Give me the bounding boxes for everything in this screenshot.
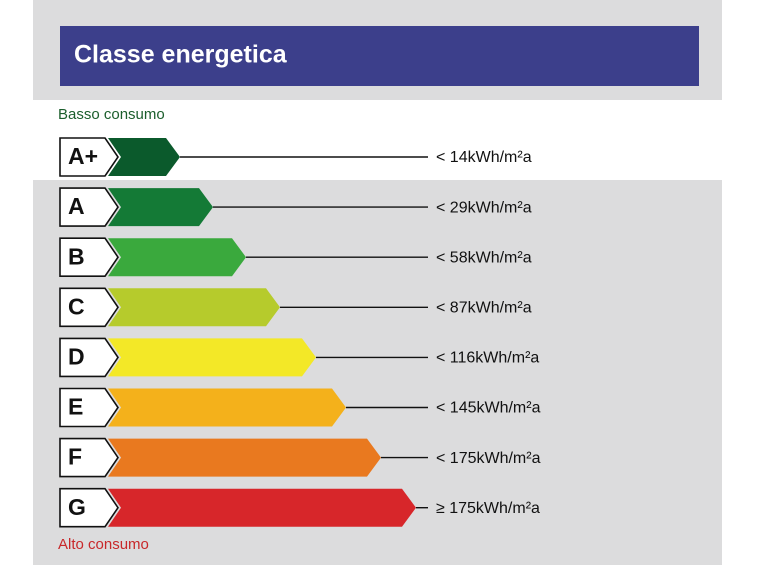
letter-box <box>59 387 119 428</box>
letter-box <box>59 187 119 227</box>
class-arrow <box>108 388 346 427</box>
threshold: < 14kWh/m²a <box>436 149 532 166</box>
class-arrow <box>108 438 381 477</box>
threshold: < 87kWh/m²a <box>436 300 532 317</box>
class-arrow <box>108 138 180 176</box>
class-letter: G <box>68 494 86 520</box>
class-letter: E <box>68 394 83 420</box>
class-letter: A+ <box>68 143 98 169</box>
class-letter: F <box>68 444 82 470</box>
threshold: < 58kWh/m²a <box>436 249 532 266</box>
class-letter: D <box>68 343 85 369</box>
letter-box <box>59 337 119 378</box>
threshold: < 145kWh/m²a <box>436 400 541 417</box>
threshold: < 116kWh/m²a <box>436 350 539 367</box>
title: Classe energetica <box>74 41 288 69</box>
threshold: < 29kWh/m²a <box>436 199 532 216</box>
letter-box <box>59 237 119 277</box>
class-letter: A <box>68 193 85 219</box>
class-letter: C <box>68 293 85 319</box>
class-arrow <box>108 238 246 277</box>
letter-box <box>59 487 119 528</box>
top-label: Basso consumo <box>58 106 165 123</box>
class-arrow <box>108 488 416 527</box>
class-arrow <box>108 188 213 227</box>
letter-box <box>59 437 119 478</box>
threshold: ≥ 175kWh/m²a <box>436 500 540 517</box>
threshold: < 175kWh/m²a <box>436 450 541 467</box>
letter-box <box>59 287 119 328</box>
class-arrow <box>108 288 280 327</box>
bottom-label: Alto consumo <box>58 536 149 553</box>
letter-box <box>59 137 119 177</box>
class-arrow <box>108 338 316 377</box>
title-bar <box>60 26 699 86</box>
class-letter: B <box>68 243 85 269</box>
